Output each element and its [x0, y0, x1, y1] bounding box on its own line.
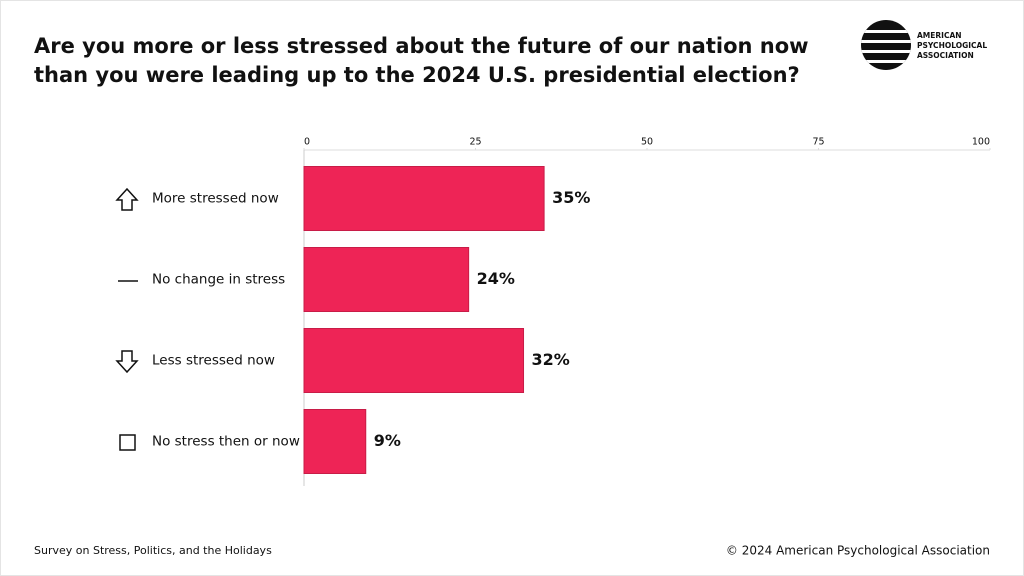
bar [303, 328, 525, 393]
square-icon [119, 434, 136, 451]
value-label: 32% [532, 350, 570, 369]
value-label: 35% [552, 188, 590, 207]
category-label: No change in stress [152, 272, 285, 288]
down-arrow-icon [115, 350, 139, 374]
category-label: No stress then or now [152, 434, 300, 450]
copyright: © 2024 American Psychological Associatio… [726, 544, 990, 558]
x-tick-label: 50 [641, 137, 653, 148]
source-note: Survey on Stress, Politics, and the Holi… [34, 544, 272, 557]
value-label: 24% [477, 269, 515, 288]
bar [303, 247, 470, 312]
logo-text: ASSOCIATION [917, 51, 974, 60]
value-label: 9% [374, 431, 401, 450]
category-label: Less stressed now [152, 353, 275, 369]
chart-title: than you were leading up to the 2024 U.S… [34, 63, 800, 87]
logo: AMERICAN PSYCHOLOGICAL ASSOCIATION [861, 20, 987, 70]
category-label: More stressed now [152, 191, 279, 207]
x-tick-label: 100 [972, 137, 990, 148]
chart-title: Are you more or less stressed about the … [34, 34, 809, 58]
bar [303, 409, 367, 474]
up-arrow-icon [115, 187, 139, 211]
x-tick-label: 75 [812, 137, 824, 148]
bar [303, 166, 545, 231]
x-tick-label: 25 [469, 137, 481, 148]
logo-text: AMERICAN [917, 31, 962, 40]
x-tick-label: 0 [304, 137, 310, 148]
logo-text: PSYCHOLOGICAL [917, 41, 987, 50]
category-icons [115, 187, 139, 451]
